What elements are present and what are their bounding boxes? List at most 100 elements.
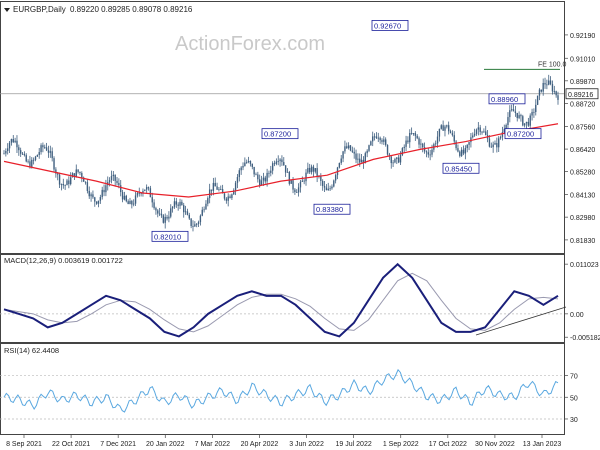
moving-average-line bbox=[3, 123, 559, 198]
candle-body bbox=[120, 185, 122, 193]
candle-body bbox=[194, 224, 196, 227]
candle-body bbox=[55, 169, 57, 174]
candle-body bbox=[357, 158, 359, 160]
candle-body bbox=[346, 146, 348, 149]
candle-body bbox=[314, 168, 316, 172]
candle-body bbox=[344, 146, 346, 152]
candle-body bbox=[325, 187, 328, 191]
candle-body bbox=[320, 176, 322, 181]
candle-body bbox=[375, 136, 378, 139]
candle-body bbox=[184, 211, 187, 213]
candle-body bbox=[362, 159, 365, 164]
candle-body bbox=[323, 185, 326, 188]
candle-body bbox=[329, 188, 331, 190]
x-tick-label: 13 Jan 2023 bbox=[523, 441, 562, 448]
x-tick-label: 22 Oct 2021 bbox=[52, 441, 90, 448]
candle-body bbox=[190, 218, 192, 227]
candle-body bbox=[145, 187, 148, 190]
candle-body bbox=[472, 135, 474, 138]
candle-body bbox=[514, 111, 517, 113]
candle-body bbox=[447, 125, 450, 132]
candle-body bbox=[218, 189, 220, 190]
dropdown-triangle-icon[interactable] bbox=[4, 8, 10, 12]
candle-body bbox=[355, 153, 357, 160]
candle-body bbox=[23, 153, 26, 156]
candle-body bbox=[334, 175, 337, 181]
candle-body bbox=[153, 202, 155, 209]
candle-body bbox=[21, 153, 24, 155]
candle-body bbox=[7, 148, 9, 152]
candle-body bbox=[221, 189, 224, 194]
candle-body bbox=[118, 182, 120, 186]
fe-level-label: FE 100.0 bbox=[538, 61, 567, 68]
candle-body bbox=[207, 198, 209, 204]
candle-body bbox=[212, 182, 215, 191]
candle-body bbox=[321, 180, 324, 186]
candle-body bbox=[53, 158, 55, 170]
price-panel bbox=[0, 1, 565, 254]
candle-body bbox=[353, 151, 355, 154]
macd-panel bbox=[0, 254, 565, 343]
candle-body bbox=[110, 176, 113, 181]
candle-body bbox=[488, 138, 491, 147]
rsi-panel bbox=[0, 343, 565, 435]
candle-body bbox=[49, 151, 52, 153]
macd-line bbox=[3, 262, 559, 338]
candle-body bbox=[160, 213, 163, 216]
rsi-title: RSI(14) 62.4408 bbox=[4, 346, 59, 355]
candle-body bbox=[507, 117, 509, 126]
candle-body bbox=[183, 205, 185, 213]
candle-body bbox=[310, 166, 313, 173]
candle-body bbox=[249, 160, 252, 164]
candle-body bbox=[73, 173, 76, 177]
candle-body bbox=[3, 153, 5, 155]
candle-body bbox=[435, 143, 437, 145]
candle-body bbox=[62, 183, 64, 186]
candle-body bbox=[99, 197, 102, 201]
candle-body bbox=[70, 177, 72, 185]
macd-title: MACD(12,26,9) 0.003619 0.001722 bbox=[4, 256, 123, 265]
candle-body bbox=[223, 193, 226, 199]
candle-body bbox=[470, 137, 472, 143]
candle-body bbox=[347, 145, 350, 149]
candle-body bbox=[90, 194, 92, 197]
candle-body bbox=[101, 189, 103, 198]
symbol-label: EURGBP,Daily bbox=[13, 5, 66, 14]
candle-body bbox=[132, 203, 135, 205]
candle-body bbox=[384, 139, 387, 145]
macd-trendline bbox=[475, 306, 567, 336]
candle-body bbox=[503, 129, 505, 133]
candle-body bbox=[214, 182, 216, 187]
candle-body bbox=[477, 127, 480, 130]
candle-body bbox=[195, 223, 198, 225]
candle-body bbox=[186, 211, 189, 215]
candle-body bbox=[240, 167, 242, 171]
candle-body bbox=[451, 133, 454, 136]
candle-body bbox=[340, 158, 342, 163]
candle-body bbox=[464, 148, 467, 154]
candle-body bbox=[525, 121, 528, 124]
x-tick-label: 19 Jul 2022 bbox=[336, 441, 372, 448]
candle-body bbox=[407, 140, 409, 143]
price-annotation-label: 0.85450 bbox=[445, 164, 472, 173]
candle-body bbox=[436, 136, 439, 144]
candle-body bbox=[66, 180, 68, 186]
candle-body bbox=[233, 190, 235, 195]
candle-body bbox=[473, 133, 476, 136]
candle-body bbox=[262, 177, 265, 181]
price-annotation-label: 0.87200 bbox=[507, 130, 534, 139]
candle-body bbox=[516, 112, 518, 119]
candle-body bbox=[205, 203, 207, 210]
candle-body bbox=[542, 82, 544, 92]
candle-body bbox=[144, 189, 146, 191]
candle-body bbox=[520, 115, 522, 117]
candle-body bbox=[535, 104, 537, 113]
candle-body bbox=[129, 200, 131, 205]
candle-body bbox=[216, 186, 218, 190]
candle-body bbox=[134, 195, 137, 204]
candle-body bbox=[466, 144, 468, 149]
candle-body bbox=[51, 151, 53, 159]
candle-body bbox=[116, 180, 118, 183]
candle-body bbox=[246, 162, 248, 163]
